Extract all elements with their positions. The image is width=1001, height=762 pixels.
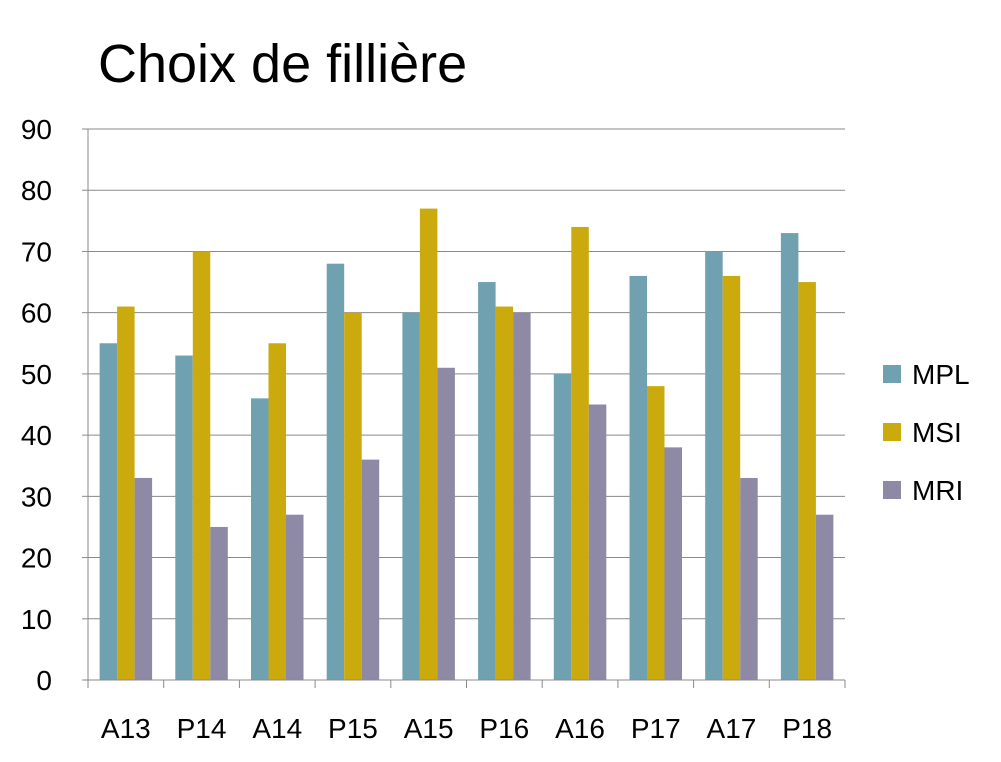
bar-mpl-p15	[326, 263, 345, 680]
y-tick-label: 50	[21, 359, 52, 390]
legend-swatch-mpl	[883, 365, 901, 383]
bar-mri-a14	[286, 514, 304, 680]
y-tick-label: 60	[21, 298, 52, 329]
x-tick-label: A16	[555, 713, 605, 744]
bar-mri-a15	[437, 367, 455, 680]
bar-mri-a16	[588, 404, 607, 680]
bar-mpl-a14	[251, 398, 269, 680]
bar-msi-a15	[419, 208, 438, 681]
chart-title: Choix de fillière	[98, 34, 467, 94]
x-tick-label: A15	[404, 713, 454, 744]
bar-mri-p17	[664, 447, 682, 680]
axes	[87, 129, 846, 688]
bar-msi-p18	[798, 282, 816, 680]
bar-msi-a13	[117, 306, 135, 680]
bar-mpl-p16	[478, 282, 496, 680]
x-tick-label: P14	[177, 713, 227, 744]
bar-msi-p16	[495, 306, 514, 680]
bar-msi-a17	[722, 275, 741, 680]
y-tick-label: 80	[21, 175, 52, 206]
legend-swatch-msi	[883, 423, 901, 441]
y-tick-label: 20	[21, 543, 52, 574]
x-tick-label: P15	[328, 713, 378, 744]
bar-msi-a16	[571, 226, 589, 680]
y-tick-label: 30	[21, 481, 52, 512]
bar-mpl-a17	[705, 251, 723, 680]
x-tick-label: A13	[101, 713, 151, 744]
bar-mpl-p18	[780, 233, 799, 681]
y-tick-label: 10	[21, 604, 52, 635]
bar-mri-p15	[361, 459, 380, 680]
bar-mpl-p14	[175, 355, 193, 680]
bar-mri-p16	[513, 312, 531, 680]
bar-msi-p17	[647, 386, 665, 680]
y-tick-label: 90	[21, 114, 52, 145]
legend: MPL MSI MRI	[883, 359, 970, 506]
x-tick-label: P17	[631, 713, 681, 744]
bar-mri-a17	[740, 477, 758, 680]
bar-msi-p15	[344, 312, 362, 680]
bar-mpl-a13	[99, 343, 118, 680]
y-tick-labels: 0 10 20 30 40 50 60 70 80 90	[21, 114, 52, 696]
y-tick-label: 70	[21, 236, 52, 267]
legend-swatch-mri	[883, 481, 901, 499]
legend-label-mri: MRI	[912, 475, 963, 506]
bar-mri-a13	[134, 477, 153, 680]
legend-label-mpl: MPL	[912, 359, 970, 390]
bars	[99, 208, 834, 681]
y-tick-label: 40	[21, 420, 52, 451]
bar-mri-p18	[815, 514, 834, 680]
x-tick-label: P16	[479, 713, 529, 744]
x-tick-labels: A13 P14 A14 P15 A15 P16 A16 P17 A17 P18	[101, 713, 832, 744]
bar-mpl-a15	[402, 312, 420, 680]
bar-msi-p14	[192, 251, 211, 680]
bar-mri-p14	[210, 526, 228, 680]
bar-msi-a14	[268, 343, 286, 680]
x-tick-label: A17	[707, 713, 757, 744]
bar-mpl-p17	[629, 275, 647, 680]
x-tick-label: A14	[252, 713, 302, 744]
y-tick-label: 0	[36, 665, 52, 696]
x-tick-label: P18	[782, 713, 832, 744]
bar-mpl-a16	[553, 373, 572, 680]
legend-label-msi: MSI	[912, 417, 962, 448]
